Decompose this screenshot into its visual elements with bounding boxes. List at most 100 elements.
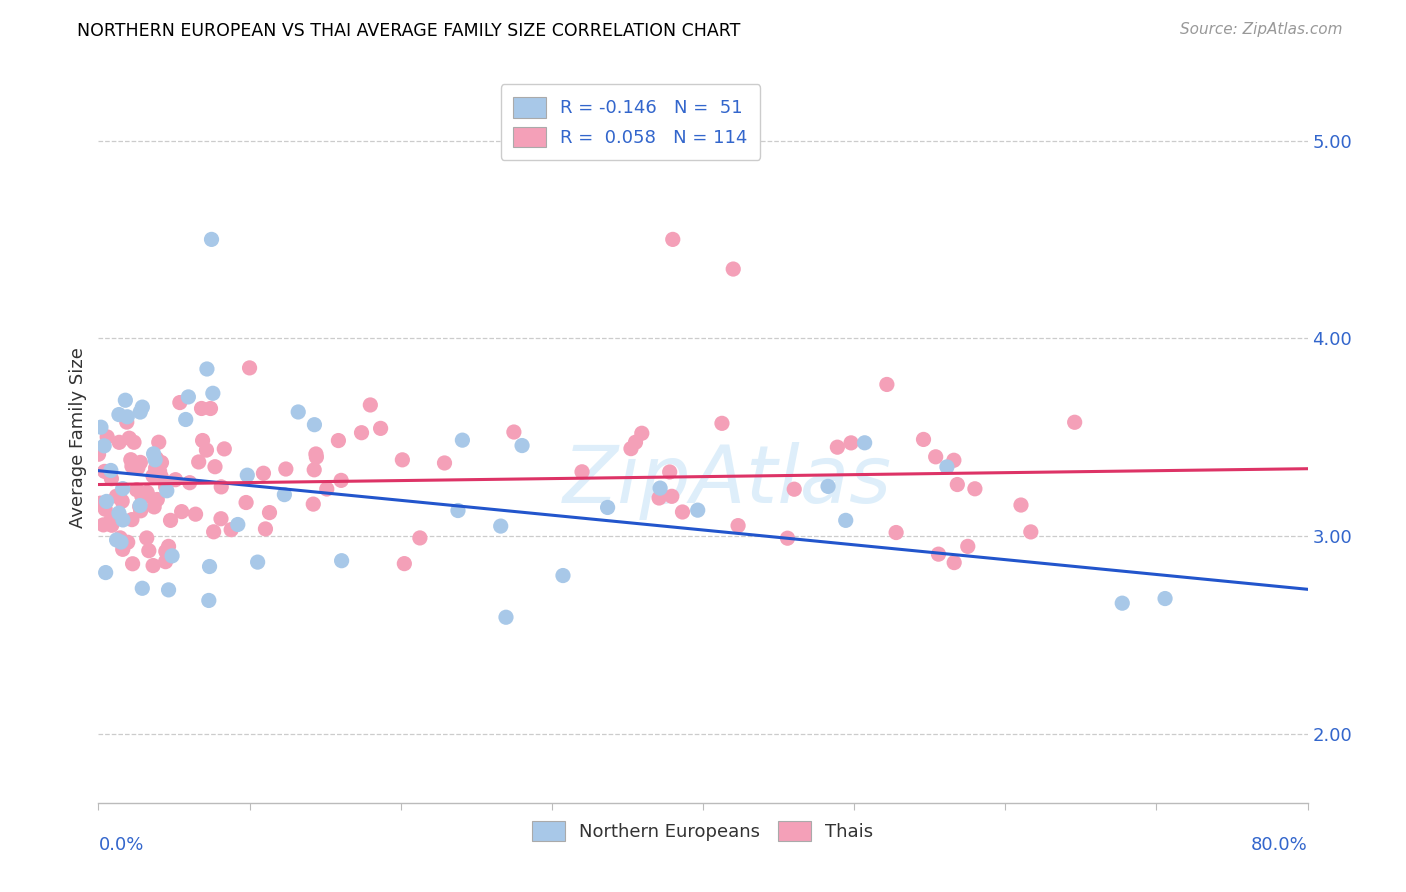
Point — [350, 425, 373, 440]
Point — [304, 417, 326, 432]
Point — [630, 426, 652, 441]
Point — [94, 566, 117, 580]
Point — [204, 459, 226, 474]
Text: 80.0%: 80.0% — [1251, 836, 1308, 854]
Point — [776, 531, 799, 545]
Point — [305, 450, 328, 464]
Point — [94, 502, 117, 516]
Point — [202, 524, 225, 539]
Point — [117, 535, 139, 549]
Point — [136, 489, 159, 503]
Point — [105, 489, 128, 503]
Point — [359, 398, 381, 412]
Point — [121, 459, 143, 474]
Point — [201, 386, 224, 401]
Point — [129, 499, 152, 513]
Point — [727, 518, 749, 533]
Point — [149, 464, 172, 478]
Point — [259, 506, 281, 520]
Point — [142, 558, 165, 573]
Point — [239, 360, 262, 375]
Point — [571, 465, 593, 479]
Point — [90, 496, 112, 510]
Point — [143, 500, 166, 514]
Point — [252, 467, 274, 481]
Point — [190, 401, 212, 416]
Point — [143, 468, 166, 483]
Point — [648, 491, 671, 505]
Point — [302, 463, 325, 477]
Point — [596, 500, 619, 515]
Point — [648, 481, 671, 495]
Point — [447, 503, 470, 517]
Point — [105, 533, 128, 547]
Point — [131, 400, 153, 414]
Point — [1063, 415, 1085, 429]
Point — [165, 473, 187, 487]
Point — [839, 436, 862, 450]
Point — [100, 513, 122, 527]
Point — [118, 431, 141, 445]
Point — [157, 582, 180, 597]
Point — [198, 593, 221, 607]
Point — [624, 435, 647, 450]
Point — [145, 451, 167, 466]
Point — [942, 453, 965, 467]
Point — [219, 523, 242, 537]
Point — [129, 455, 152, 469]
Point — [120, 452, 142, 467]
Y-axis label: Average Family Size: Average Family Size — [69, 347, 87, 527]
Point — [671, 505, 693, 519]
Point — [93, 517, 115, 532]
Point — [502, 425, 524, 439]
Point — [274, 462, 297, 476]
Point — [273, 488, 295, 502]
Point — [315, 482, 337, 496]
Point — [200, 401, 222, 416]
Point — [710, 417, 733, 431]
Point — [117, 409, 139, 424]
Point — [661, 489, 683, 503]
Point — [111, 513, 134, 527]
Point — [956, 540, 979, 554]
Point — [254, 522, 277, 536]
Point — [686, 503, 709, 517]
Point — [111, 494, 134, 508]
Legend: Northern Europeans, Thais: Northern Europeans, Thais — [526, 814, 880, 848]
Point — [156, 483, 179, 498]
Point — [131, 582, 153, 596]
Point — [108, 506, 131, 520]
Point — [827, 440, 849, 454]
Point — [111, 542, 134, 557]
Point — [96, 430, 118, 444]
Point — [198, 559, 221, 574]
Point — [495, 610, 517, 624]
Point — [658, 465, 681, 479]
Text: Source: ZipAtlas.com: Source: ZipAtlas.com — [1180, 22, 1343, 37]
Point — [160, 549, 183, 563]
Point — [142, 447, 165, 461]
Point — [409, 531, 432, 545]
Point — [1019, 524, 1042, 539]
Point — [87, 447, 110, 461]
Point — [135, 531, 157, 545]
Point — [125, 483, 148, 497]
Point — [136, 485, 159, 500]
Point — [209, 512, 232, 526]
Point — [96, 494, 118, 508]
Point — [661, 232, 683, 246]
Point — [551, 568, 574, 582]
Point — [191, 434, 214, 448]
Point — [305, 447, 328, 461]
Point — [122, 435, 145, 450]
Point — [620, 442, 643, 456]
Point — [946, 477, 969, 491]
Point — [100, 472, 122, 486]
Point — [115, 415, 138, 429]
Point — [108, 408, 131, 422]
Point — [128, 500, 150, 514]
Point — [90, 420, 112, 434]
Point — [170, 505, 193, 519]
Point — [394, 557, 416, 571]
Point — [370, 421, 392, 435]
